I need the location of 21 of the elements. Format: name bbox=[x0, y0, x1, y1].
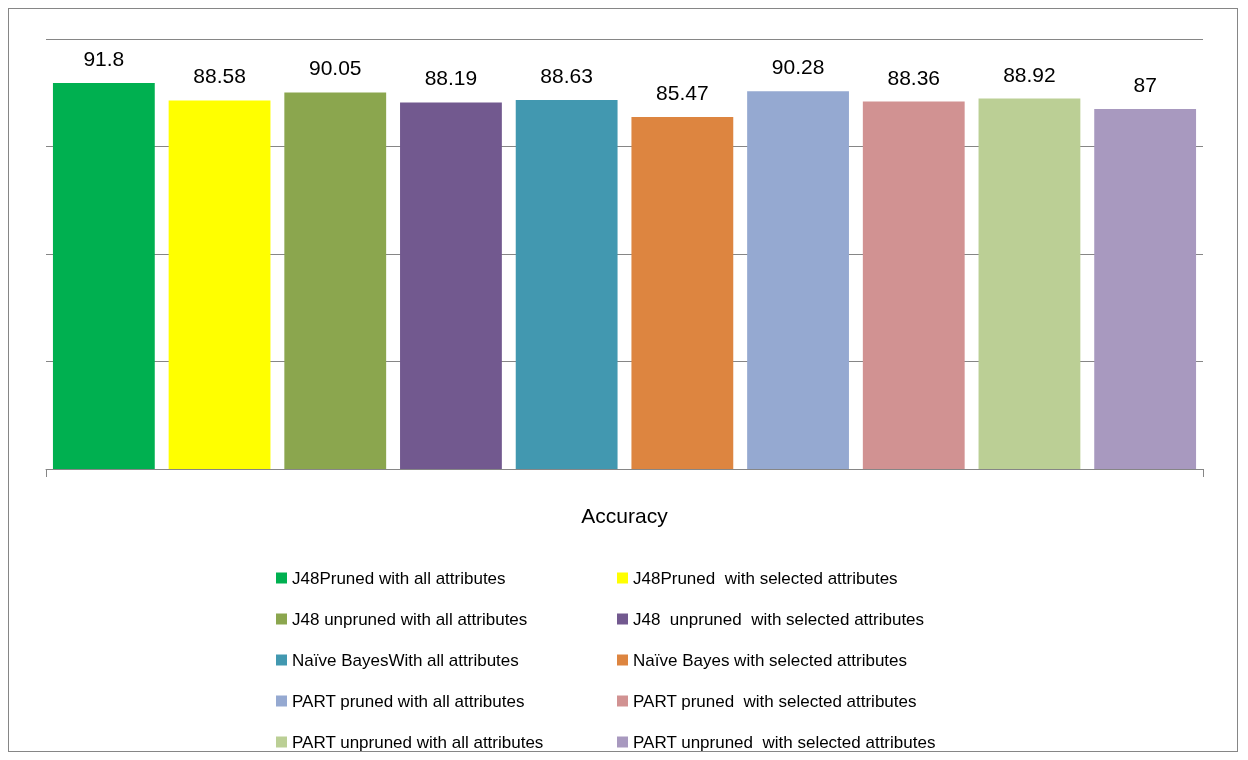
legend-label: J48 unpruned with selected attributes bbox=[633, 609, 925, 629]
legend-label: PART pruned with selected attributes bbox=[633, 691, 917, 711]
legend-label: J48 unpruned with all attributes bbox=[292, 609, 528, 629]
data-label: 87 bbox=[1133, 72, 1157, 96]
x-axis-title: Accuracy bbox=[581, 504, 669, 527]
legend-label: PART unpruned with selected attributes bbox=[633, 732, 936, 752]
data-label: 91.8 bbox=[83, 47, 125, 71]
legend-label: J48Pruned with all attributes bbox=[292, 568, 506, 588]
legend-label: PART unpruned with all attributes bbox=[292, 732, 544, 752]
legend-label: Naïve BayesWith all attributes bbox=[292, 650, 519, 670]
data-label: 90.05 bbox=[308, 56, 362, 80]
data-label: 88.36 bbox=[887, 65, 941, 89]
data-label: 88.19 bbox=[424, 66, 478, 90]
legend-label: PART pruned with all attributes bbox=[292, 691, 525, 711]
legend-label: J48Pruned with selected attributes bbox=[633, 568, 898, 588]
data-label: 88.92 bbox=[1003, 62, 1056, 86]
data-label: 85.47 bbox=[656, 81, 709, 105]
data-label: 88.58 bbox=[193, 64, 246, 88]
legend-label: Naïve Bayes with selected attributes bbox=[633, 650, 908, 670]
data-label: 90.28 bbox=[771, 55, 825, 79]
data-label: 88.63 bbox=[540, 64, 593, 88]
